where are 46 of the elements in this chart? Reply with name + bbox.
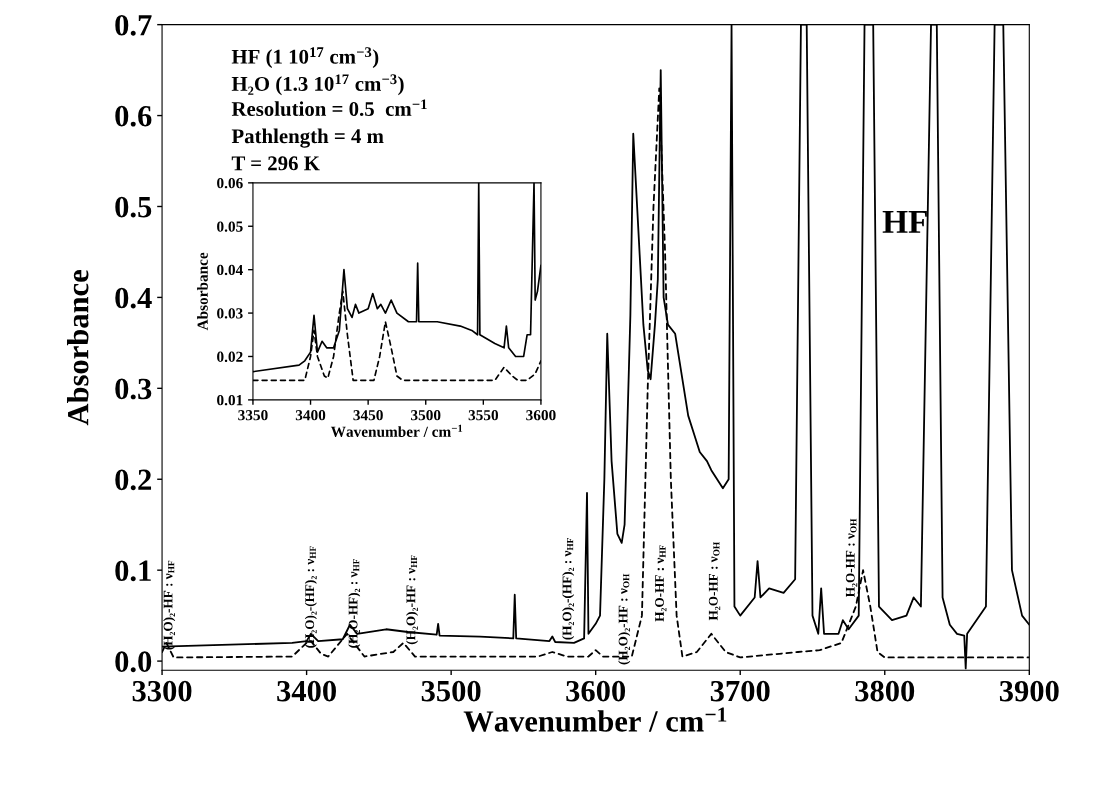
annotation: H₂O-HF : ν$_{OH}$ (708, 542, 721, 621)
x-axis-title: Wavenumber / cm$^{−1}$ (330, 424, 463, 437)
annotation: Pathlength = 4 m (231, 128, 384, 148)
annotation: H₂O-HF : ν$_{HF}$ (655, 545, 667, 622)
y-tick-label: 0.01 (217, 395, 243, 406)
x-axis-title: Wavenumber / cm$^{−1}$ (463, 707, 727, 732)
x-tick-label: 3350 (238, 410, 268, 421)
y-tick-label: 0.03 (217, 308, 243, 319)
annotation: H₂O (1.3 10$^{17}$ cm$^{−3}$) (231, 74, 404, 96)
y-tick-label: 0.2 (115, 469, 152, 491)
x-tick-label: 3600 (566, 680, 626, 702)
annotation: (H₂O)₂-HF : ν$_{HF}$ (163, 560, 176, 650)
annotation: HF (1 10$^{17}$ cm$^{−3}$) (231, 47, 379, 69)
x-tick-label: 3900 (999, 680, 1059, 702)
y-tick-label: 0.5 (115, 196, 152, 218)
x-tick-label: 3450 (353, 410, 383, 421)
y-tick-label: 0.7 (115, 14, 152, 36)
x-tick-label: 3550 (468, 410, 499, 421)
x-tick-label: 3400 (295, 410, 326, 421)
annotation: T = 296 K (231, 156, 320, 171)
y-tick-label: 0.06 (217, 177, 243, 189)
y-axis-title: Absorbance (197, 252, 208, 331)
y-tick-label: 0.1 (115, 560, 151, 582)
annotation: Resolution = 0.5 cm$^{−1}$ (231, 99, 427, 117)
x-tick-label: 3400 (277, 680, 336, 702)
annotation: (H₂O)₂-HF : ν$_{HF}$ (406, 555, 419, 645)
y-axis-title: Absorbance (66, 270, 89, 426)
x-tick-label: 3800 (855, 680, 915, 702)
y-tick-label: 0.0 (115, 651, 152, 673)
y-tick-label: 0.05 (217, 221, 243, 232)
x-tick-label: 3700 (710, 680, 770, 702)
annotation: (H₂O-HF)₂ : ν$_{HF}$ (348, 559, 361, 648)
annotation: H₂O-HF : ν$_{OH}$ (845, 518, 858, 598)
y-tick-label: 0.4 (115, 287, 152, 309)
x-tick-label: 3600 (526, 410, 556, 421)
annotation: (H₂O)₂-HF : ν$_{OH}$ (618, 573, 631, 665)
y-tick-label: 0.02 (217, 351, 243, 362)
annotation: (H₂O)₂-(HF)₂ : ν$_{HF}$ (304, 546, 317, 648)
annotation: HF (882, 210, 927, 233)
y-tick-label: 0.6 (115, 105, 152, 127)
y-tick-label: 0.04 (217, 264, 243, 276)
y-tick-label: 0.3 (115, 378, 152, 400)
x-tick-label: 3500 (411, 410, 441, 421)
x-tick-label: 3500 (421, 680, 481, 702)
annotation: (H₂O)₂-(HF)₂ : ν$_{HF}$ (562, 538, 575, 640)
x-tick-label: 3300 (132, 680, 192, 702)
